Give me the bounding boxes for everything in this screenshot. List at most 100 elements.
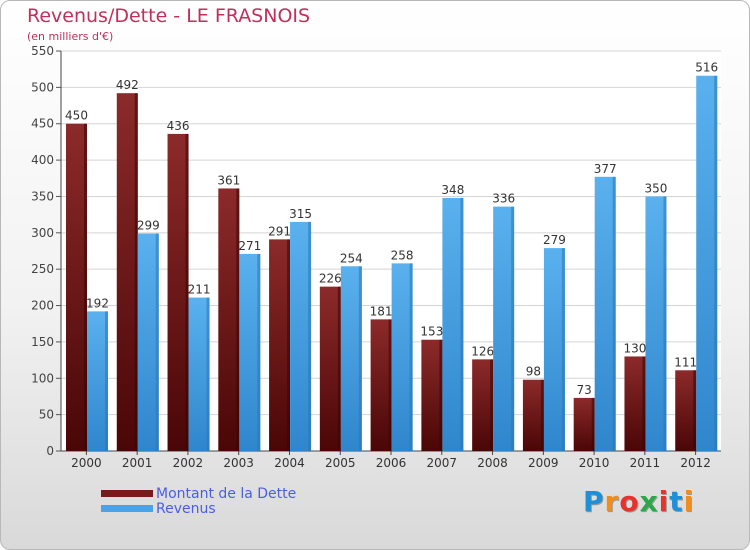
- bar-revenus: [137, 233, 159, 451]
- bar-revenus: [290, 221, 312, 451]
- data-label-dette: 291: [268, 224, 291, 238]
- data-label-revenus: 348: [441, 183, 464, 197]
- x-tick-label: 2011: [630, 456, 661, 470]
- y-tick-label: 150: [31, 335, 54, 349]
- x-tick-label: 2001: [122, 456, 153, 470]
- bar-dette-shade: [490, 359, 494, 451]
- legend-swatch-dette: [101, 490, 153, 497]
- x-tick-label: 2004: [274, 456, 305, 470]
- data-label-revenus: 279: [543, 233, 566, 247]
- y-tick-label: 0: [46, 444, 54, 458]
- bar-revenus: [543, 248, 565, 451]
- x-tick-label: 2003: [223, 456, 254, 470]
- x-tick-label: 2007: [426, 456, 457, 470]
- bar-revenus-shade: [612, 176, 616, 451]
- data-label-revenus: 336: [492, 192, 515, 206]
- bar-dette: [421, 339, 443, 451]
- bar-revenus: [493, 206, 515, 451]
- y-tick-label: 350: [31, 189, 54, 203]
- data-label-dette: 450: [65, 109, 88, 123]
- bar-revenus-shade: [358, 266, 362, 451]
- data-label-dette: 126: [471, 344, 494, 358]
- bar-revenus: [594, 176, 616, 451]
- data-label-dette: 436: [167, 119, 190, 133]
- chart-subtitle: (en milliers d'€): [27, 30, 114, 43]
- bar-revenus-shade: [105, 311, 108, 451]
- logo-letter: x: [639, 485, 659, 518]
- data-label-revenus: 377: [594, 162, 617, 176]
- data-label-revenus: 211: [188, 283, 211, 297]
- bar-revenus: [87, 311, 108, 451]
- y-tick-label: 100: [31, 371, 54, 385]
- bar-dette-shade: [84, 123, 87, 452]
- data-label-dette: 130: [624, 341, 647, 355]
- chart-title: Revenus/Dette - LE FRASNOIS: [27, 5, 311, 27]
- bar-revenus: [442, 197, 464, 451]
- bar-revenus-shade: [409, 263, 413, 451]
- bar-dette-shade: [693, 370, 697, 451]
- data-label-revenus: 350: [645, 181, 668, 195]
- x-tick-label: 2008: [477, 456, 508, 470]
- bar-dette-shade: [134, 93, 138, 451]
- logo-letter: i: [658, 485, 670, 518]
- legend-label-revenus: Revenus: [156, 501, 216, 517]
- bar-dette: [269, 239, 291, 451]
- logo-letter: P: [583, 485, 605, 518]
- bar-dette: [319, 286, 341, 451]
- bar-dette-shade: [236, 188, 240, 452]
- y-tick-label: 200: [31, 299, 54, 313]
- bar-revenus: [188, 297, 210, 451]
- logo-letter: i: [683, 485, 695, 518]
- bar-revenus-shade: [511, 206, 515, 451]
- bar-dette: [218, 188, 240, 452]
- data-label-revenus: 192: [86, 296, 109, 310]
- data-label-dette: 98: [526, 365, 541, 379]
- x-tick-label: 2002: [173, 456, 204, 470]
- x-tick-label: 2012: [680, 456, 711, 470]
- y-tick-label: 250: [31, 262, 54, 276]
- bar-dette-shade: [540, 379, 544, 451]
- x-tick-label: 2009: [528, 456, 559, 470]
- bar-revenus-shade: [561, 248, 565, 451]
- data-label-dette: 73: [577, 383, 592, 397]
- bar-revenus: [340, 266, 362, 451]
- legend-label-dette: Montant de la Dette: [156, 486, 297, 502]
- bar-revenus-shade: [308, 221, 312, 451]
- data-label-dette: 492: [116, 78, 139, 92]
- bar-revenus: [239, 253, 261, 451]
- bar-revenus: [696, 75, 718, 452]
- bar-dette-shade: [287, 239, 291, 451]
- bar-dette-shade: [388, 319, 392, 451]
- y-tick-label: 50: [39, 408, 54, 422]
- data-label-dette: 111: [674, 355, 697, 369]
- bar-revenus-shade: [206, 297, 210, 451]
- x-tick-label: 2005: [325, 456, 356, 470]
- data-label-dette: 226: [319, 272, 342, 286]
- data-label-revenus: 258: [391, 248, 414, 262]
- bar-revenus: [391, 263, 413, 451]
- proxiti-logo: Proxiti: [583, 485, 694, 518]
- bar-dette: [573, 397, 595, 451]
- y-tick-label: 450: [31, 117, 54, 131]
- bar-revenus-shade: [460, 197, 464, 451]
- y-tick-label: 300: [31, 226, 54, 240]
- logo-letter: t: [669, 485, 684, 518]
- bar-dette: [675, 370, 697, 451]
- y-tick-label: 500: [31, 80, 54, 94]
- bar-dette-shade: [185, 133, 189, 451]
- x-tick-label: 2000: [71, 456, 102, 470]
- y-tick-label: 550: [31, 44, 54, 58]
- bar-dette: [66, 123, 87, 452]
- logo-letter: o: [619, 485, 640, 518]
- bar-dette-shade: [591, 397, 595, 451]
- x-tick-label: 2006: [376, 456, 407, 470]
- data-label-revenus: 271: [238, 239, 261, 253]
- data-label-revenus: 516: [695, 61, 718, 75]
- data-label-dette: 361: [217, 173, 240, 187]
- bar-dette: [116, 93, 138, 451]
- bar-dette: [167, 133, 189, 451]
- bar-revenus-shade: [257, 253, 261, 451]
- bar-dette-shade: [642, 356, 646, 451]
